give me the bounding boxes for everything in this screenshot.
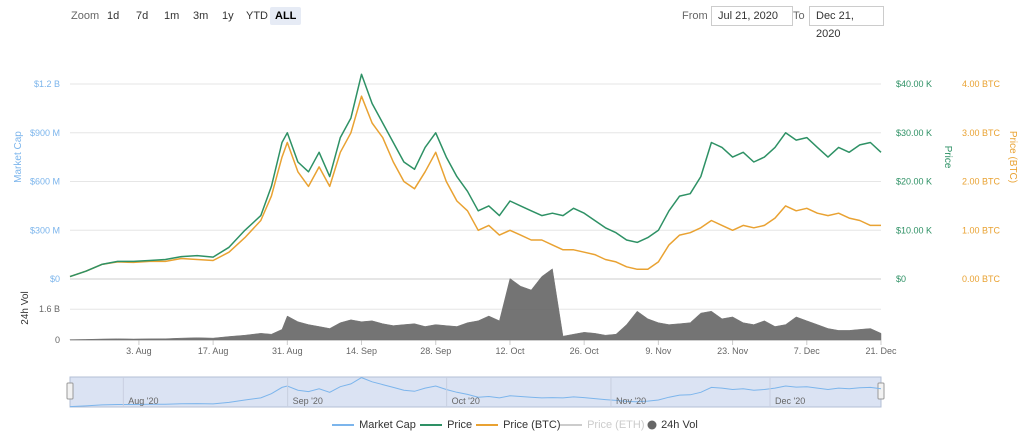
price-btc-line (69, 95, 881, 278)
legend-item-price[interactable]: Price (418, 419, 472, 431)
price-btc-tick-label: 0.00 BTC (962, 274, 1001, 284)
zoom-1y-button[interactable]: 1y (222, 10, 234, 22)
navigator-label: Oct '20 (452, 396, 480, 406)
legend-label: Market Cap (359, 419, 416, 431)
price-tick-label: $30.00 K (896, 128, 932, 138)
from-date-input[interactable]: Jul 21, 2020 (711, 6, 793, 26)
zoom-3m-button[interactable]: 3m (193, 10, 209, 22)
x-tick-label: 7. Dec (794, 346, 821, 356)
x-tick-label: 3. Aug (126, 346, 152, 356)
zoom-7d-button[interactable]: 7d (136, 10, 149, 22)
price-line (69, 73, 882, 278)
legend-line-icon (476, 424, 498, 427)
zoom-1m-button[interactable]: 1m (164, 10, 180, 22)
volume-axis-title: 24h Vol (20, 291, 31, 324)
price-btc-tick-label: 4.00 BTC (962, 79, 1001, 89)
from-label: From (682, 10, 708, 22)
market-cap-tick-label: $300 M (30, 225, 60, 235)
x-tick-label: 23. Nov (717, 346, 749, 356)
price-tick-label: $0 (896, 274, 906, 284)
x-tick-label: 31. Aug (272, 346, 303, 356)
x-tick-label: 12. Oct (495, 346, 525, 356)
legend-item-price-eth[interactable]: Price (ETH) (558, 419, 645, 431)
x-tick-label: 14. Sep (346, 346, 377, 356)
market-cap-tick-label: $600 M (30, 177, 60, 187)
volume-series (69, 268, 882, 341)
price-tick-label: $20.00 K (896, 177, 932, 187)
legend-item-market-cap[interactable]: Market Cap (330, 419, 416, 431)
navigator-label: Sep '20 (293, 396, 323, 406)
x-tick-label: 28. Sep (420, 346, 451, 356)
gridlines (70, 83, 882, 345)
legend-label: Price (ETH) (587, 419, 645, 431)
price-btc-tick-label: 2.00 BTC (962, 177, 1001, 187)
x-tick-label: 26. Oct (570, 346, 600, 356)
navigator-label: Aug '20 (128, 396, 158, 406)
price-btc-axis-title: Price (BTC) (1007, 131, 1018, 183)
x-tick-label: 21. Dec (865, 346, 897, 356)
x-tick-label: 17. Aug (198, 346, 229, 356)
market-cap-tick-label: $0 (50, 274, 60, 284)
market-cap-axis-title: Market Cap (13, 131, 24, 183)
zoom-all-button[interactable]: ALL (270, 7, 302, 25)
market-cap-tick-label: $900 M (30, 128, 60, 138)
legend-label: Price (BTC) (503, 419, 561, 431)
axis-labels: $0 $0 0.00 BTC $300 M $10.00 K 1.00 BTC $600 M… (13, 79, 1018, 356)
legend-line-icon (332, 424, 354, 427)
legend-dot-icon (647, 420, 657, 430)
legend-line-icon (420, 424, 442, 427)
range-toolbar: Zoom 1d 7d 1m 3m 1y YTD ALL From Jul 21,… (0, 0, 1024, 40)
legend-label: 24h Vol (661, 419, 698, 431)
volume-area (69, 268, 882, 341)
price-tick-label: $10.00 K (896, 225, 932, 235)
price-axis-title: Price (942, 146, 953, 169)
navigator-left-handle[interactable] (66, 382, 74, 400)
to-label: To (793, 10, 805, 22)
volume-tick-label: 1.6 B (39, 304, 60, 314)
volume-tick-label: 0 (55, 335, 60, 345)
navigator-right-handle[interactable] (877, 382, 885, 400)
legend-label: Price (447, 419, 473, 431)
navigator-label: Nov '20 (616, 396, 646, 406)
price-tick-label: $40.00 K (896, 79, 932, 89)
zoom-ytd-button[interactable]: YTD (246, 10, 268, 22)
navigator-series (69, 377, 882, 408)
price-btc-tick-label: 3.00 BTC (962, 128, 1001, 138)
to-date-input[interactable]: Dec 21, 2020 (809, 6, 884, 40)
navigator[interactable]: Aug '20 Sep '20 Oct '20 Nov '20 Dec '20 (66, 376, 885, 408)
legend-line-icon (560, 424, 582, 427)
market-cap-tick-label: $1.2 B (34, 79, 60, 89)
x-tick-label: 9. Nov (645, 346, 672, 356)
navigator-label: Dec '20 (775, 396, 805, 406)
legend-item-volume[interactable]: 24h Vol (646, 419, 698, 431)
legend-item-price-btc[interactable]: Price (BTC) (474, 419, 561, 431)
zoom-label: Zoom (71, 10, 100, 22)
zoom-1d-button[interactable]: 1d (107, 10, 120, 22)
line-series (69, 73, 882, 278)
price-btc-tick-label: 1.00 BTC (962, 225, 1001, 235)
